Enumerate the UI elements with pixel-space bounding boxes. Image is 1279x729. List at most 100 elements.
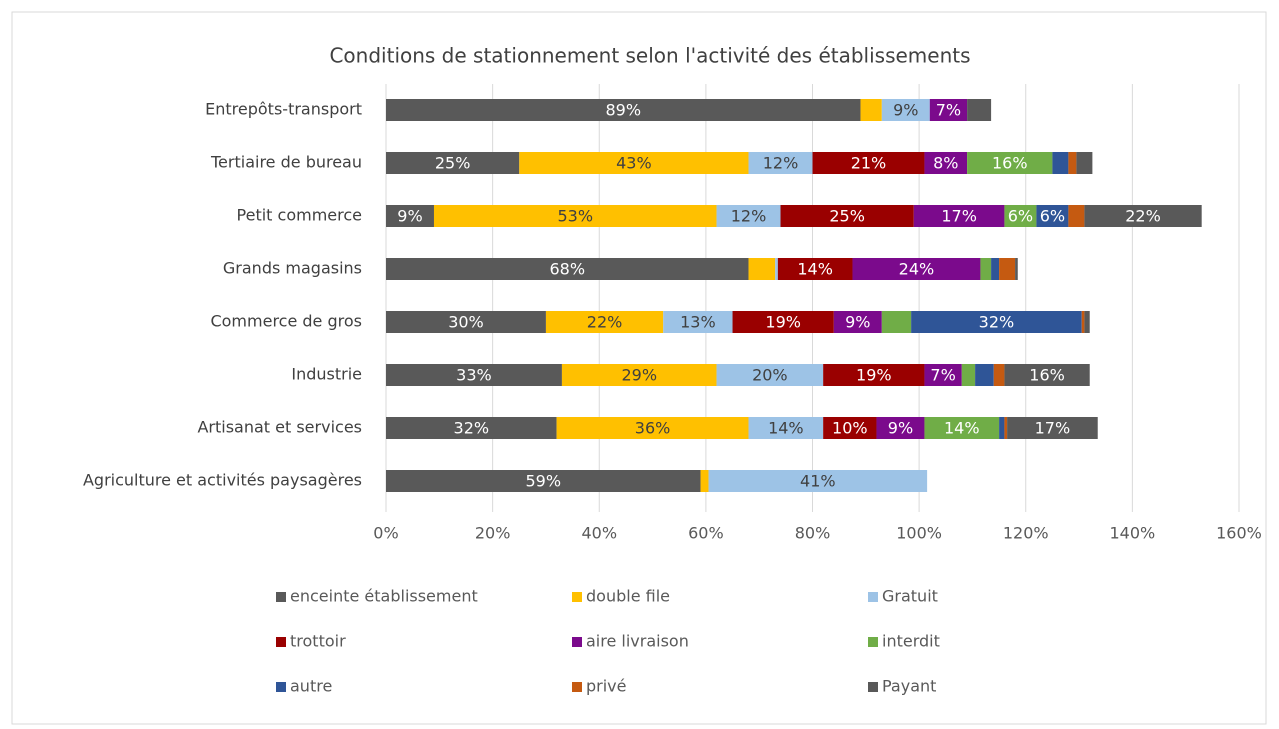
- bar-segment: [700, 470, 709, 492]
- legend-label: interdit: [882, 632, 940, 651]
- bar-segment: [924, 364, 962, 386]
- bar-segment: [833, 311, 882, 333]
- bar-segment: [1084, 205, 1202, 227]
- data-label: 12%: [763, 154, 799, 173]
- data-label: 6%: [1008, 207, 1033, 226]
- bar-segment: [716, 205, 781, 227]
- bar-segment: [967, 99, 992, 121]
- data-label: 9%: [888, 419, 913, 438]
- bar-segment: [860, 99, 882, 121]
- data-label: 24%: [899, 260, 935, 279]
- bar-segment: [1015, 258, 1018, 280]
- bar-segment: [975, 364, 994, 386]
- bar-segment: [823, 364, 925, 386]
- bar-segment: [716, 364, 824, 386]
- bar-segment: [545, 311, 664, 333]
- legend-label: privé: [586, 677, 627, 696]
- data-label: 25%: [435, 154, 471, 173]
- bar-segment: [999, 258, 1016, 280]
- bar-segment: [775, 258, 778, 280]
- data-label: 16%: [1029, 366, 1065, 385]
- data-label: 7%: [936, 101, 961, 120]
- legend-swatch: [572, 637, 582, 647]
- data-label: 68%: [549, 260, 585, 279]
- bar-segment: [1036, 205, 1069, 227]
- bar-segment: [519, 152, 749, 174]
- data-label: 22%: [1125, 207, 1161, 226]
- bar-segment: [708, 470, 928, 492]
- data-label: 7%: [930, 366, 955, 385]
- bar-segment: [852, 258, 981, 280]
- x-tick-label: 60%: [688, 524, 724, 543]
- data-label: 13%: [680, 313, 716, 332]
- bar-segment: [386, 99, 861, 121]
- data-label: 19%: [765, 313, 801, 332]
- data-label: 43%: [616, 154, 652, 173]
- bar-segment: [1084, 311, 1090, 333]
- bar-segment: [993, 364, 1005, 386]
- y-tick-label: Artisanat et services: [197, 418, 362, 437]
- x-tick-label: 20%: [475, 524, 511, 543]
- bar-segment: [748, 417, 824, 439]
- bar-segment: [556, 417, 749, 439]
- bar-segment: [1068, 152, 1077, 174]
- bar-segment: [1004, 417, 1008, 439]
- data-label: 20%: [752, 366, 788, 385]
- y-tick-label: Commerce de gros: [210, 312, 362, 331]
- bar-segment: [967, 152, 1053, 174]
- bar-segment: [1007, 417, 1098, 439]
- bar-segment: [999, 417, 1005, 439]
- bar-segment: [561, 364, 717, 386]
- x-tick-label: 100%: [896, 524, 942, 543]
- bar-segment: [1076, 152, 1093, 174]
- y-tick-label: Petit commerce: [237, 206, 362, 225]
- legend-swatch: [276, 592, 286, 602]
- bar-segment: [386, 364, 562, 386]
- data-label: 22%: [587, 313, 623, 332]
- data-label: 41%: [800, 472, 836, 491]
- y-tick-label: Industrie: [291, 365, 362, 384]
- x-tick-label: 40%: [581, 524, 617, 543]
- data-label: 53%: [557, 207, 593, 226]
- legend-swatch: [868, 682, 878, 692]
- bar-segment: [913, 205, 1005, 227]
- bar-segment: [433, 205, 717, 227]
- bar-segment: [876, 417, 925, 439]
- data-label: 32%: [979, 313, 1015, 332]
- y-tick-label: Agriculture et activités paysagères: [83, 471, 362, 490]
- bar-segment: [386, 258, 749, 280]
- bar-segment: [924, 417, 1000, 439]
- bar-segment: [386, 152, 520, 174]
- y-tick-label: Entrepôts-transport: [205, 100, 362, 119]
- legend-label: double file: [586, 587, 670, 606]
- bar-segment: [386, 205, 434, 227]
- legend-swatch: [276, 637, 286, 647]
- data-label: 17%: [1035, 419, 1071, 438]
- bar-segment: [980, 258, 992, 280]
- data-label: 25%: [829, 207, 865, 226]
- legend-label: enceinte établissement: [290, 587, 478, 606]
- bar-segment: [961, 364, 976, 386]
- bar-segment: [812, 152, 925, 174]
- x-tick-label: 80%: [795, 524, 831, 543]
- data-label: 89%: [605, 101, 641, 120]
- data-label: 9%: [845, 313, 870, 332]
- data-label: 19%: [856, 366, 892, 385]
- bar-segment: [732, 311, 834, 333]
- legend-swatch: [572, 682, 582, 692]
- data-label: 14%: [797, 260, 833, 279]
- bar-segment: [748, 152, 813, 174]
- x-tick-label: 140%: [1110, 524, 1156, 543]
- bar-segment: [881, 99, 930, 121]
- data-label: 12%: [731, 207, 767, 226]
- bar-segment: [1004, 205, 1037, 227]
- legend-swatch: [868, 637, 878, 647]
- data-label: 14%: [768, 419, 804, 438]
- legend-swatch: [572, 592, 582, 602]
- bar-segment: [1052, 152, 1069, 174]
- data-label: 6%: [1040, 207, 1065, 226]
- bar-segment: [1004, 364, 1090, 386]
- data-label: 10%: [832, 419, 868, 438]
- x-tick-label: 160%: [1216, 524, 1262, 543]
